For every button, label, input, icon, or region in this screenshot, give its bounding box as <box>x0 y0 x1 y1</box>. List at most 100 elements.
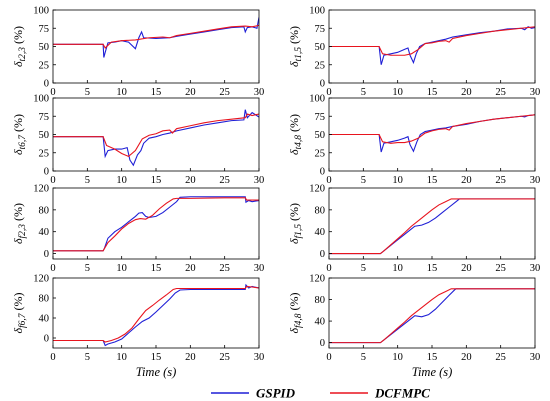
x-tick-label: 25 <box>219 87 230 98</box>
y-tick-label: 100 <box>33 94 49 105</box>
x-tick-label: 25 <box>219 263 230 274</box>
y-tick-label: 75 <box>39 112 50 123</box>
x-tick-label: 30 <box>530 87 541 98</box>
plot-frame <box>52 187 260 260</box>
y-tick-label: 120 <box>33 184 49 195</box>
x-tick-label: 10 <box>392 87 403 98</box>
legend-label: GSPID <box>256 386 296 401</box>
x-tick-label: 20 <box>461 352 472 363</box>
y-tick-label: 40 <box>315 227 326 238</box>
x-tick-label: 25 <box>495 263 506 274</box>
x-axis-labels: Time (s) Time (s) <box>136 365 453 379</box>
x-tick-label: 20 <box>185 175 196 186</box>
y-axis-label: δt2,3 (%) <box>11 26 28 67</box>
x-tick-label: 25 <box>219 175 230 186</box>
subplot-t1-5: 0 25 50 75 100 0 5 10 15 20 25 30 δt1,5 (%) <box>287 6 540 99</box>
y-tick-label: 25 <box>315 60 326 71</box>
y-tick-label: 0 <box>44 334 49 345</box>
y-tick-label: 50 <box>39 42 50 53</box>
legend-item-dcfmpc: DCFMPC <box>330 386 430 401</box>
plot-frame <box>52 97 260 172</box>
x-tick-label: 5 <box>361 87 366 98</box>
y-axis-label: δf1,5 (%) <box>287 203 304 244</box>
series-line-gspid <box>53 17 259 58</box>
x-tick-label: 20 <box>461 87 472 98</box>
x-tick-label: 10 <box>116 87 127 98</box>
x-tick-label: 0 <box>50 87 55 98</box>
y-tick-label: 80 <box>315 295 326 306</box>
subplot-f6-7: 0 40 80 120 0 5 10 15 20 25 30 δf6,7 (%) <box>11 274 264 364</box>
x-tick-label: 5 <box>85 263 90 274</box>
y-tick-label: 0 <box>44 79 49 90</box>
y-tick-label: 50 <box>315 42 326 53</box>
y-tick-label: 50 <box>315 130 326 141</box>
y-tick-label: 75 <box>315 24 326 35</box>
x-tick-label: 30 <box>254 175 265 186</box>
series-line-dcfmpc <box>53 285 259 343</box>
x-tick-label: 20 <box>461 263 472 274</box>
x-axis-title: Time (s) <box>412 365 453 379</box>
series-line-gspid <box>53 109 259 167</box>
plot-frame <box>52 9 260 84</box>
x-tick-label: 15 <box>151 263 162 274</box>
x-tick-label: 25 <box>495 87 506 98</box>
y-tick-label: 25 <box>39 148 50 159</box>
x-tick-label: 20 <box>185 87 196 98</box>
legend-item-gspid: GSPID <box>211 386 296 401</box>
x-tick-label: 30 <box>254 87 265 98</box>
series-line-dcfmpc <box>329 288 535 344</box>
x-tick-label: 5 <box>361 175 366 186</box>
y-axis-label: δt1,5 (%) <box>287 26 304 67</box>
x-tick-label: 20 <box>461 175 472 186</box>
subplot-t6-7: 0 25 50 75 100 0 5 10 15 20 25 30 δt6,7 (%) <box>11 94 264 187</box>
x-tick-label: 30 <box>530 175 541 186</box>
series-line-dcfmpc <box>53 24 259 49</box>
x-tick-label: 0 <box>326 352 331 363</box>
series-line-gspid <box>329 114 535 153</box>
x-tick-label: 0 <box>50 352 55 363</box>
y-tick-label: 0 <box>320 79 325 90</box>
y-tick-label: 75 <box>39 24 50 35</box>
y-tick-label: 25 <box>315 148 326 159</box>
x-tick-label: 10 <box>392 352 403 363</box>
series-line-dcfmpc <box>329 198 535 255</box>
x-tick-label: 5 <box>85 87 90 98</box>
x-tick-label: 5 <box>361 263 366 274</box>
x-tick-label: 30 <box>254 263 265 274</box>
y-tick-label: 0 <box>320 338 325 349</box>
x-tick-label: 15 <box>427 87 438 98</box>
y-tick-label: 75 <box>315 112 326 123</box>
subplot-t2-3: 0 25 50 75 100 0 5 10 15 20 25 30 δt2,3 (%) <box>11 6 264 99</box>
series-line-dcfmpc <box>53 197 259 252</box>
y-tick-label: 40 <box>39 314 50 325</box>
x-tick-label: 30 <box>530 352 541 363</box>
x-tick-label: 10 <box>116 352 127 363</box>
x-tick-label: 15 <box>151 175 162 186</box>
x-tick-label: 30 <box>254 352 265 363</box>
x-tick-label: 15 <box>427 352 438 363</box>
y-tick-label: 0 <box>44 167 49 178</box>
x-tick-label: 0 <box>326 87 331 98</box>
x-tick-label: 5 <box>361 352 366 363</box>
series-line-dcfmpc <box>329 114 535 144</box>
y-tick-label: 0 <box>320 167 325 178</box>
y-tick-label: 120 <box>309 274 325 285</box>
series-line-gspid <box>329 288 535 344</box>
x-tick-label: 15 <box>151 352 162 363</box>
y-axis-label: δf2,3 (%) <box>11 203 28 244</box>
x-tick-label: 15 <box>427 263 438 274</box>
x-tick-label: 10 <box>392 263 403 274</box>
x-tick-label: 5 <box>85 175 90 186</box>
subplot-f4-8: 0 40 80 120 0 5 10 15 20 25 30 δf4,8 (%) <box>287 274 540 364</box>
legend-label: DCFMPC <box>374 386 430 401</box>
series-line-dcfmpc <box>329 26 535 56</box>
x-tick-label: 15 <box>427 175 438 186</box>
subplot-f1-5: 0 40 80 120 0 5 10 15 20 25 30 δf1,5 (%) <box>287 184 540 275</box>
series-line-gspid <box>329 198 535 255</box>
y-tick-label: 40 <box>315 317 326 328</box>
y-axis-label: δt6,7 (%) <box>11 114 28 155</box>
x-tick-label: 5 <box>85 352 90 363</box>
y-axis-label: δf6,7 (%) <box>11 292 28 333</box>
